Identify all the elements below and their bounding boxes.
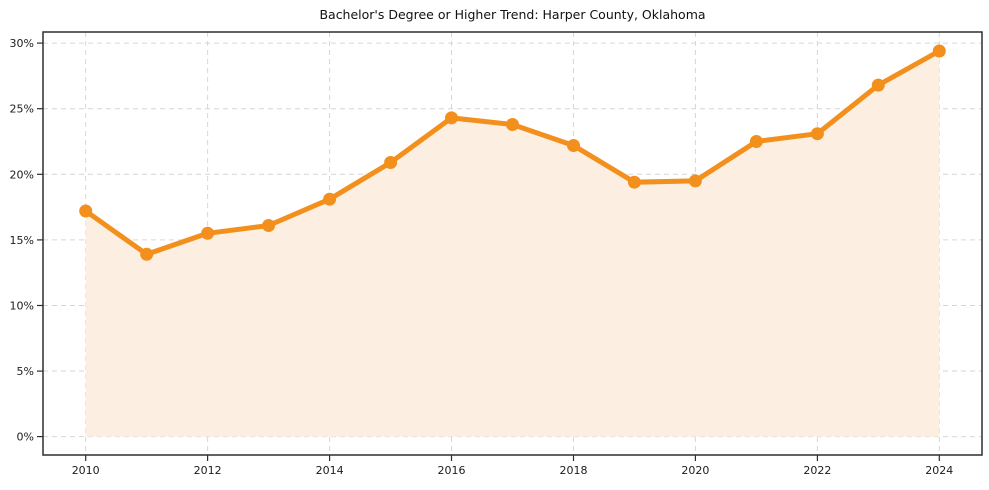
plot-border: [42, 31, 983, 456]
data-point-marker: [627, 175, 641, 189]
data-point-marker: [810, 127, 824, 141]
data-point-marker: [140, 247, 154, 261]
x-tick-label: 2020: [681, 464, 709, 477]
x-tick-label: 2016: [438, 464, 466, 477]
y-tick-label: 25%: [10, 103, 34, 116]
data-point-marker: [262, 219, 276, 232]
data-point-marker: [567, 139, 580, 152]
data-point-marker: [688, 174, 702, 188]
data-point-marker: [871, 78, 885, 92]
x-tick-label: 2018: [560, 464, 588, 477]
area-fill: [85, 51, 940, 437]
x-tick-label: 2014: [316, 464, 344, 477]
data-point-marker: [445, 111, 458, 125]
data-point-marker: [506, 118, 519, 131]
y-tick-label: 15%: [10, 234, 34, 247]
data-point-marker: [201, 226, 215, 240]
chart-title: Bachelor's Degree or Higher Trend: Harpe…: [319, 7, 706, 22]
x-tick-label: 2012: [194, 464, 222, 477]
data-point-marker: [749, 135, 763, 148]
y-tick-label: 20%: [10, 168, 34, 181]
data-point-marker: [79, 204, 93, 218]
data-point-marker: [932, 44, 946, 58]
y-tick-label: 30%: [10, 37, 34, 50]
x-tick-label: 2010: [72, 464, 100, 477]
y-tick-label: 5%: [17, 365, 34, 378]
y-tick-label: 0%: [17, 431, 34, 444]
x-tick-label: 2022: [803, 464, 831, 477]
y-tick-label: 10%: [10, 300, 34, 313]
data-point-marker: [384, 156, 398, 169]
data-point-marker: [323, 192, 337, 206]
x-tick-label: 2024: [925, 464, 953, 477]
